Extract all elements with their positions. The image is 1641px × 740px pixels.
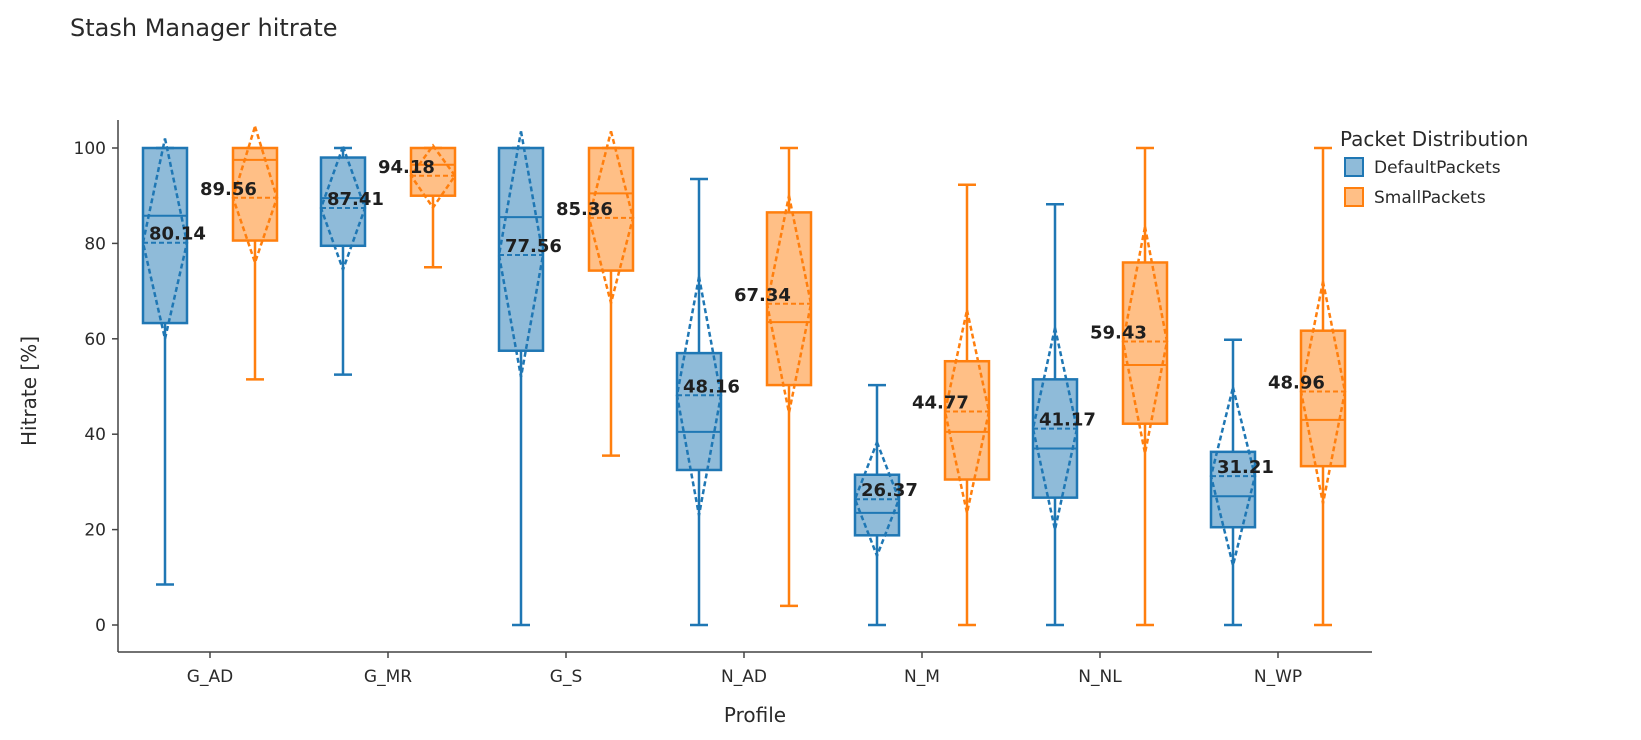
sd-diamond (141, 138, 189, 340)
sd-diamond (943, 309, 991, 514)
mean-value-label: 87.41 (327, 189, 384, 210)
x-tick-label: N_NL (1078, 667, 1122, 687)
x-tick-label: G_MR (364, 667, 412, 687)
sd-diamond (1031, 327, 1079, 530)
y-tick-label: 80 (84, 234, 106, 254)
box-DefaultPackets-N_WP (1209, 450, 1257, 529)
legend-label-DefaultPackets: DefaultPackets (1374, 158, 1501, 178)
y-axis-label: Hitrate [%] (17, 336, 41, 446)
mean-value-label: 31.21 (1217, 457, 1274, 478)
box-DefaultPackets-G_MR (319, 156, 367, 248)
box-SmallPackets-N_WP (1299, 329, 1347, 468)
legend-title: Packet Distribution (1340, 127, 1528, 151)
sd-diamond (1299, 281, 1347, 504)
mean-value-label: 26.37 (861, 480, 918, 501)
mean-value-label: 85.36 (556, 199, 613, 220)
mean-value-label: 48.16 (683, 376, 740, 397)
mean-value-label: 44.77 (912, 392, 969, 413)
mean-value-label: 80.14 (149, 224, 206, 245)
legend-label-SmallPackets: SmallPackets (1374, 188, 1486, 208)
chart-title: Stash Manager hitrate (70, 14, 338, 42)
y-tick-label: 20 (84, 521, 106, 541)
x-tick-label: N_M (904, 667, 940, 687)
sd-diamond (1209, 387, 1257, 566)
sd-diamond (765, 195, 813, 413)
sd-diamond (587, 130, 635, 309)
sd-diamond (409, 143, 457, 210)
mean-value-label: 48.96 (1268, 372, 1325, 393)
x-tick-label: N_WP (1254, 667, 1302, 687)
x-axis-label: Profile (724, 703, 786, 727)
x-tick-label: G_AD (187, 667, 233, 687)
legend-swatch-DefaultPackets (1344, 157, 1364, 177)
box-DefaultPackets-N_NL (1031, 378, 1079, 499)
mean-value-label: 77.56 (505, 236, 562, 257)
mean-value-label: 94.18 (378, 157, 435, 178)
legend-swatch-SmallPackets (1344, 187, 1364, 207)
box-DefaultPackets-N_AD (675, 351, 723, 472)
x-tick-label: G_S (550, 667, 582, 687)
sd-diamond (319, 142, 367, 274)
sd-diamond (675, 276, 723, 516)
y-tick-label: 40 (84, 425, 106, 445)
sd-diamond (497, 131, 545, 378)
mean-value-label: 67.34 (734, 285, 791, 306)
x-tick-label: N_AD (721, 667, 767, 687)
y-tick-label: 100 (74, 139, 106, 159)
mean-value-label: 89.56 (200, 179, 257, 200)
mean-value-label: 41.17 (1039, 410, 1096, 431)
y-tick-label: 0 (95, 616, 106, 636)
sd-diamond (853, 438, 901, 560)
y-tick-label: 60 (84, 330, 106, 350)
sd-diamond (231, 122, 279, 267)
mean-value-label: 59.43 (1090, 323, 1147, 344)
